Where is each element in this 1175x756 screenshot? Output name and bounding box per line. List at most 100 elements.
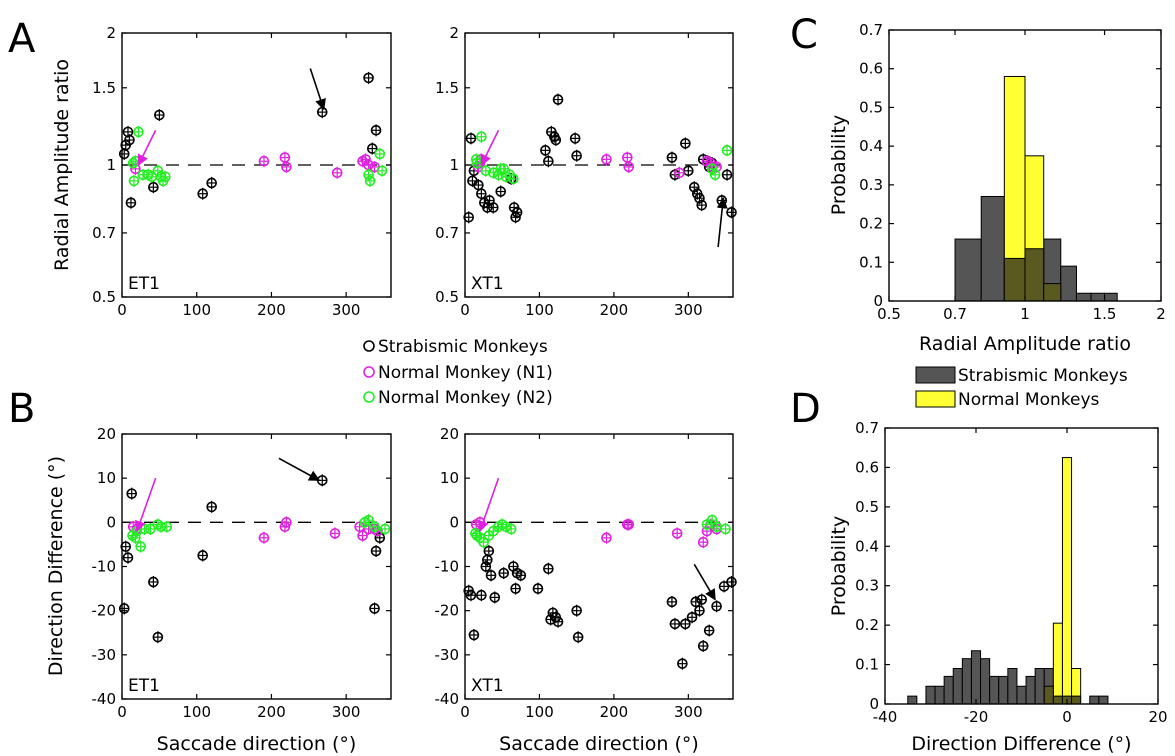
data-point-strabismic xyxy=(487,202,499,213)
y-tick-label: 0.4 xyxy=(855,537,879,555)
data-point-strabismic xyxy=(465,133,477,144)
data-point-strabismic xyxy=(125,197,137,209)
bar-strabismic xyxy=(1060,265,1077,302)
series-strabismic xyxy=(463,93,737,224)
legend-label-n1: Normal Monkey (N1) xyxy=(378,363,553,383)
y-tick-label: 0.5 xyxy=(859,98,883,116)
legend-swatch-normal xyxy=(915,390,956,408)
y-tick-label: 0.6 xyxy=(859,60,883,78)
data-point-strabismic xyxy=(515,570,527,581)
y-tick-label: 0.4 xyxy=(859,137,883,155)
corner-label: ET1 xyxy=(128,274,160,294)
data-point-strabismic xyxy=(206,501,217,513)
data-point-strabismic xyxy=(510,583,521,594)
bar-strabismic xyxy=(1098,695,1109,705)
bar-strabismic xyxy=(1007,668,1018,705)
chart-d: -40 -20 0 20 0 0.1 0.2 0.3 0.4 0.5 0.6 0.7 Direction… xyxy=(828,419,1168,755)
bar-strabismic xyxy=(970,650,982,705)
data-point-strabismic xyxy=(206,177,217,189)
bar-strabismic xyxy=(961,658,972,705)
y-tick-label: 20 xyxy=(440,425,459,443)
data-point-n1 xyxy=(601,532,612,544)
y-tick-label: 0.7 xyxy=(859,21,883,39)
data-point-n2 xyxy=(376,165,388,177)
y-axis-label: Direction Difference (°) xyxy=(45,456,67,676)
data-point-strabismic xyxy=(571,150,582,162)
y-tick-label: 0.5 xyxy=(855,498,879,516)
data-point-n1 xyxy=(357,530,368,541)
bar-strabismic xyxy=(1034,668,1045,705)
bar-strabismic xyxy=(989,675,1000,705)
data-point-n1 xyxy=(281,517,292,528)
legend-marker-n2 xyxy=(363,391,375,403)
x-axis-label: Radial Amplitude ratio xyxy=(919,333,1131,355)
y-axis-label: Probability xyxy=(828,115,850,215)
data-point-strabismic xyxy=(480,561,492,572)
bar-overlap xyxy=(1043,685,1054,705)
black-arrow xyxy=(278,457,321,482)
y-tick-label: -10 xyxy=(435,558,460,576)
data-point-strabismic xyxy=(552,616,564,628)
x-tick-label: 100 xyxy=(182,703,211,721)
bar-strabismic xyxy=(943,675,954,705)
axes-frame xyxy=(121,433,392,700)
bar-normal xyxy=(1052,622,1063,705)
bar-strabismic xyxy=(934,685,945,705)
chart-b-et1: 0 100 200 300 -40 -30 -20 -10 0 10 20 ET1 Saccade di… xyxy=(45,425,392,755)
x-tick-label: 1 xyxy=(1020,305,1030,323)
corner-label: ET1 xyxy=(128,676,160,696)
y-tick-label: 0.2 xyxy=(855,616,879,634)
data-point-n2 xyxy=(493,169,504,181)
y-tick-label: 2 xyxy=(106,24,116,42)
data-point-n2 xyxy=(471,530,483,541)
legend-marker-strabismic xyxy=(363,340,375,352)
data-point-n2 xyxy=(363,514,374,526)
y-tick-label: 20 xyxy=(97,425,116,443)
corner-label: XT1 xyxy=(471,676,504,696)
data-point-strabismic xyxy=(124,134,135,146)
data-point-strabismic xyxy=(543,563,554,575)
data-point-strabismic xyxy=(197,188,208,200)
data-point-n2 xyxy=(500,521,512,533)
y-tick-label: -40 xyxy=(435,690,460,708)
panel-letter-d: D xyxy=(790,386,821,432)
bar-normal xyxy=(1061,457,1073,705)
data-point-strabismic xyxy=(369,603,380,614)
y-tick-label: 0.3 xyxy=(855,577,879,595)
data-point-strabismic xyxy=(126,488,138,499)
data-point-strabismic xyxy=(669,618,681,630)
data-point-n2 xyxy=(130,532,141,544)
data-point-strabismic xyxy=(118,603,130,614)
x-axis-label: Saccade direction (°) xyxy=(157,733,357,755)
y-tick-label: 1.5 xyxy=(435,79,459,97)
y-tick-label: 0.2 xyxy=(859,215,883,233)
data-point-strabismic xyxy=(680,618,691,630)
x-tick-label: 100 xyxy=(182,301,211,319)
y-tick-label: 0 xyxy=(106,513,116,531)
chart-a-et1: 0 100 200 300 0.5 0.7 1 1.5 2 ET1 Radial Amplitude… xyxy=(51,24,392,319)
data-point-strabismic xyxy=(370,124,382,136)
chart-b-xt1: 0 100 200 300 -40 -30 -20 -10 0 10 20 XT1 Saccade di… xyxy=(435,425,737,755)
y-tick-label: 0 xyxy=(449,513,459,531)
data-point-strabismic xyxy=(677,658,688,669)
panel-letter-b: B xyxy=(8,386,35,432)
data-point-n2 xyxy=(364,175,376,187)
magenta-arrow xyxy=(477,477,500,533)
data-point-strabismic xyxy=(489,592,501,603)
series-n1 xyxy=(470,516,722,549)
bar-overlap xyxy=(1003,257,1026,302)
data-point-n1 xyxy=(329,528,341,539)
x-tick-label: 300 xyxy=(332,301,361,319)
bar-strabismic xyxy=(1090,292,1106,302)
data-point-n2 xyxy=(480,165,492,177)
magenta-arrow xyxy=(480,129,500,167)
data-point-n2 xyxy=(478,536,489,548)
corner-label: XT1 xyxy=(471,274,504,294)
y-tick-label: 0.1 xyxy=(859,253,883,271)
data-point-strabismic xyxy=(540,145,551,156)
x-tick-label: 0 xyxy=(117,703,127,721)
legend-label-hist-strabismic: Strabismic Monkeys xyxy=(958,366,1128,386)
x-axis-label: Saccade direction (°) xyxy=(499,733,699,755)
series-strabismic xyxy=(463,545,737,670)
data-point-strabismic xyxy=(374,532,386,544)
